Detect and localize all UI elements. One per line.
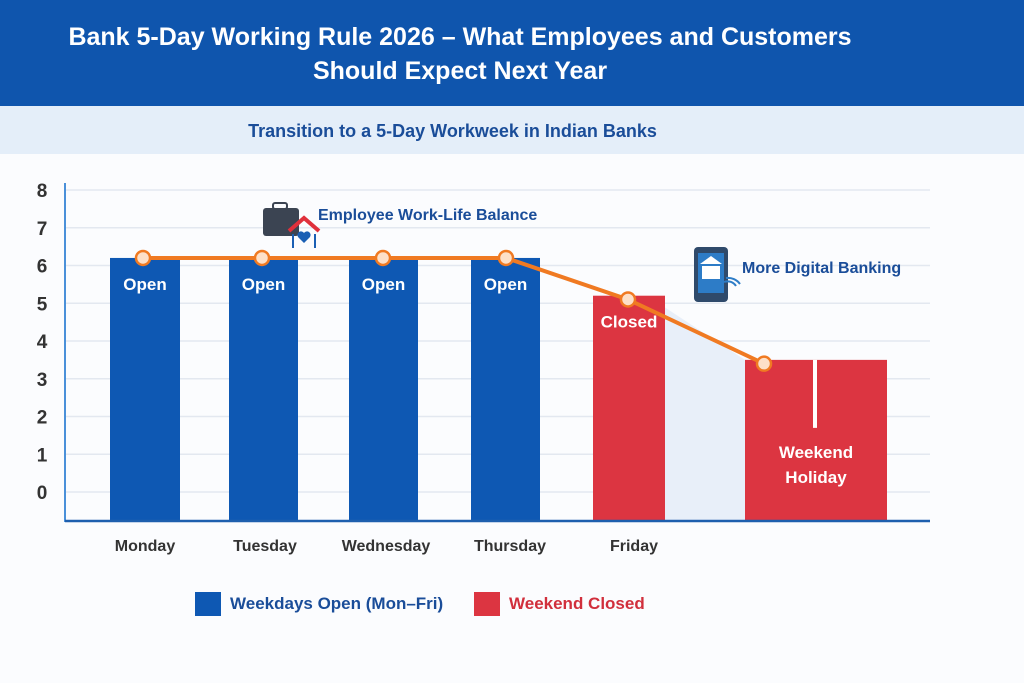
trend-line: [143, 255, 765, 366]
y-tick-label: 7: [37, 219, 48, 240]
bar-thursday: [471, 257, 540, 521]
bar-friday: [593, 295, 665, 521]
y-tick-label: 0: [37, 483, 48, 504]
bar-label: Open: [484, 275, 527, 294]
bar-label: Open: [242, 275, 285, 294]
x-tick-label: Monday: [115, 538, 176, 555]
header-banner: [0, 0, 1024, 106]
page-title: Bank 5-Day Working Rule 2026 – What Empl…: [0, 20, 920, 88]
chart-subtitle: Transition to a 5-Day Workweek in Indian…: [248, 121, 657, 141]
x-tick-label: Thursday: [474, 538, 546, 555]
title-line-1: Bank 5-Day Working Rule 2026 – What Empl…: [68, 23, 852, 51]
annotation-work-life: Employee Work-Life Balance: [318, 207, 537, 224]
bar-wednesday: [349, 257, 418, 521]
bar-monday: [110, 257, 180, 521]
trend-point: [253, 249, 271, 267]
bar-label: Open: [123, 275, 166, 294]
x-tick-label: Wednesday: [342, 538, 431, 555]
y-tick-label: 1: [37, 445, 48, 466]
y-tick-label: 6: [37, 257, 48, 278]
bar-label: Weekend: [779, 443, 853, 462]
legend-label: Weekend Closed: [509, 594, 645, 613]
x-tick-label: Tuesday: [233, 538, 297, 555]
legend-swatch-red: [474, 592, 500, 616]
trend-point: [755, 355, 773, 372]
title-line-2: Should Expect Next Year: [312, 57, 608, 85]
annotation-digital-banking: More Digital Banking: [742, 260, 901, 277]
trend-point: [134, 249, 152, 267]
legend-item-weekdays: Weekdays Open (Mon–Fri): [195, 592, 443, 616]
y-tick-label: 4: [37, 332, 48, 353]
bar-split: [813, 359, 817, 428]
shaded-area: [665, 307, 745, 521]
trend-point: [497, 249, 515, 267]
trend-point: [619, 291, 637, 308]
y-tick-label: 8: [37, 181, 48, 202]
bar-label: Open: [362, 275, 405, 294]
legend-item-weekend: Weekend Closed: [474, 592, 645, 616]
y-tick-label: 5: [37, 294, 48, 315]
bar-label: Closed: [601, 313, 658, 332]
bar-tuesday: [229, 257, 298, 521]
y-tick-label: 2: [37, 408, 48, 429]
trend-point: [374, 249, 392, 267]
briefcase-house-heart-icon: [263, 202, 321, 248]
mobile-bank-wifi-icon: [694, 247, 741, 302]
legend-label: Weekdays Open (Mon–Fri): [230, 594, 444, 613]
x-tick-label: Friday: [610, 538, 658, 555]
subtitle-band: [0, 106, 1024, 154]
legend-swatch-blue: [195, 592, 221, 616]
bar-label: Holiday: [785, 468, 847, 487]
y-tick-label: 3: [37, 370, 48, 391]
